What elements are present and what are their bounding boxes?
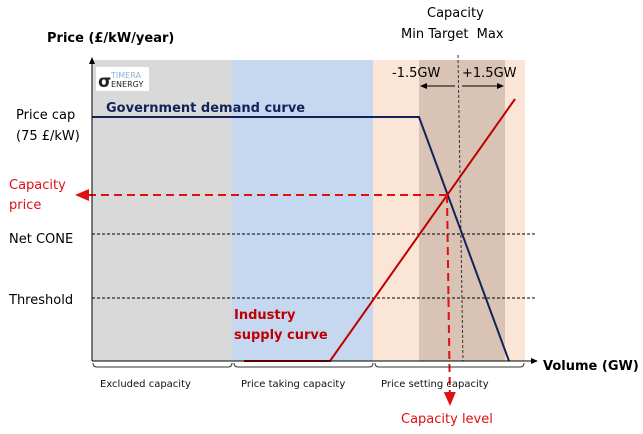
price-setting-label: Price setting capacity bbox=[381, 379, 489, 390]
supply-curve-label: Industry bbox=[234, 308, 296, 323]
svg-text:TIMERA: TIMERA bbox=[110, 71, 141, 80]
net-cone-label: Net CONE bbox=[9, 232, 73, 247]
capacity-price-label: Capacity bbox=[9, 178, 66, 193]
minus-band-label: -1.5GW bbox=[392, 66, 440, 81]
x-axis-title: Volume (GW) bbox=[543, 359, 639, 374]
svg-text:ENERGY: ENERGY bbox=[111, 80, 143, 89]
demand-curve bbox=[92, 116, 510, 362]
price-taking-region bbox=[232, 60, 373, 361]
capacity-header: Capacity bbox=[427, 6, 484, 21]
capacity-price-label-2: price bbox=[9, 198, 41, 213]
taking-brace bbox=[233, 362, 374, 368]
capacity-level-label: Capacity level bbox=[401, 412, 493, 427]
excluded-brace bbox=[92, 362, 233, 368]
y-axis-title: Price (£/kW/year) bbox=[47, 31, 174, 46]
plus-band-label: +1.5GW bbox=[462, 66, 517, 81]
capacity-subheader: Min Target Max bbox=[401, 27, 504, 42]
svg-text:σ: σ bbox=[98, 72, 111, 92]
excluded-capacity-label: Excluded capacity bbox=[100, 379, 191, 390]
threshold-label: Threshold bbox=[8, 293, 73, 308]
price-taking-label: Price taking capacity bbox=[241, 379, 345, 390]
price-cap-value: (75 £/kW) bbox=[16, 129, 80, 144]
capacity-level-line bbox=[443, 194, 456, 406]
demand-curve-label: Government demand curve bbox=[106, 101, 305, 116]
target-line bbox=[457, 54, 464, 362]
price-cap-label: Price cap bbox=[16, 108, 75, 123]
setting-brace bbox=[374, 362, 525, 368]
timera-logo: σ TIMERA ENERGY bbox=[96, 67, 149, 92]
supply-curve-label-2: supply curve bbox=[234, 328, 328, 343]
excluded-region bbox=[92, 60, 232, 361]
